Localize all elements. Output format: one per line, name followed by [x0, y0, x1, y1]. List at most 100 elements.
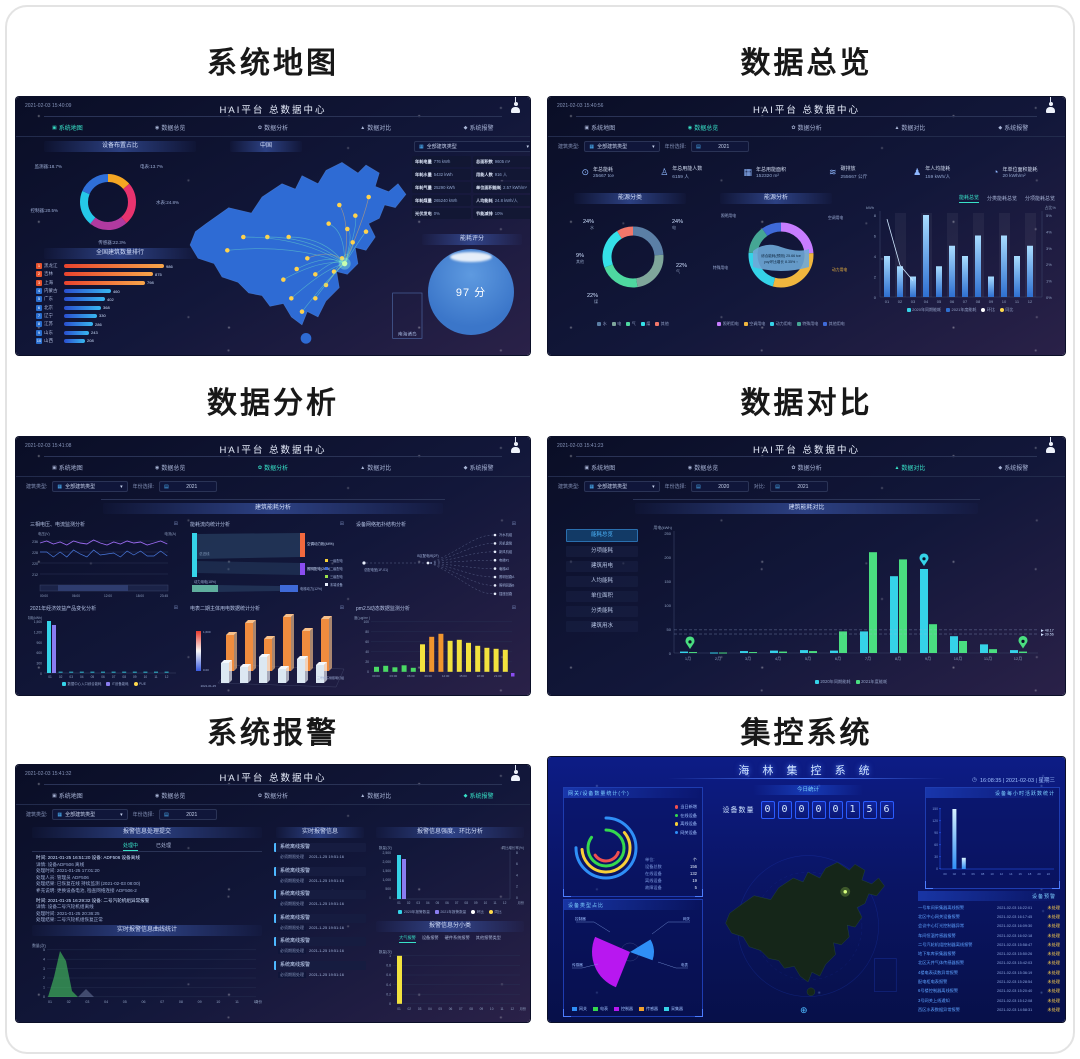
tab-数据分析[interactable]: ✿ 数据分析 — [222, 460, 325, 477]
alarm-item[interactable]: 系统离线报警 必须期限处理 2021-1-25 19:51:16 — [274, 890, 366, 907]
cat-tab-其他报警类型[interactable]: 其他报警类型 — [475, 935, 501, 940]
svg-text:电表: 电表 — [681, 962, 689, 967]
alarm-tab-处理中[interactable]: 处理中 — [122, 843, 138, 851]
expand-icon[interactable]: ⊞ — [511, 521, 516, 527]
tab-label: 数据总览 — [694, 466, 719, 472]
table-row[interactable]: 车间恒温传感器报警 2021-02-03 16:02:18 未处理 — [918, 931, 1060, 940]
svg-text:8: 8 — [516, 851, 518, 855]
alarm-item[interactable]: 系统离线报警 必须期限处理 2021-1-25 19:51:16 — [274, 866, 366, 884]
menu-item-建筑用水[interactable]: 建筑用水 — [566, 621, 638, 632]
tab-数据对比[interactable]: ▲ 数据对比 — [324, 120, 427, 135]
table-row[interactable]: 地下车库采集器报警 2021-02-03 15:50:26 未处理 — [918, 949, 1060, 958]
tab-数据对比[interactable]: ▲ 数据对比 — [324, 788, 427, 803]
tab-数据总览[interactable]: ◉ 数据总览 — [651, 460, 754, 475]
device-status: 未处理 — [1047, 951, 1060, 957]
subtab-能耗总览[interactable]: 能耗总览 — [958, 195, 979, 203]
building-type-select[interactable]: ▦ 全部建筑类型 ▾ — [52, 481, 128, 492]
log-line: 处理结果: 已恢复在线 持续监测 (2021-02-03 08:00) — [36, 881, 141, 887]
stat-row: 设备总数 156 — [645, 863, 697, 870]
table-row[interactable]: 西区水表数据异常报警 2021-02-03 14:58:31 未处理 — [918, 1005, 1060, 1014]
year-select[interactable]: ▤ 2021 — [691, 141, 749, 152]
tab-数据总览[interactable]: ◉ 数据总览 — [119, 788, 222, 803]
cat-tab-大气报警[interactable]: 大气报警 — [399, 935, 416, 943]
tab-系统报警[interactable]: ◆ 系统报警 — [427, 120, 530, 135]
expand-icon[interactable]: ⊞ — [173, 605, 178, 611]
tab-系统地图[interactable]: ▣ 系统地图 — [16, 120, 119, 137]
tab-系统地图[interactable]: ▣ 系统地图 — [16, 460, 119, 475]
tab-数据对比[interactable]: ▲ 数据对比 — [324, 460, 427, 475]
svg-text:费用(kWh): 费用(kWh) — [28, 615, 42, 620]
table-row[interactable]: 北区中心网关设备报警 2021-02-03 16:17:45 未处理 — [918, 912, 1060, 921]
score-value: 97 分 — [455, 287, 487, 299]
tab-数据分析[interactable]: ✿ 数据分析 — [222, 788, 325, 803]
building-type-select[interactable]: ▦ 全部建筑类型 ▾ — [414, 141, 530, 152]
year-select[interactable]: ▤ 2021 — [159, 481, 217, 492]
expand-icon[interactable]: ⊞ — [173, 521, 178, 527]
alarm-item[interactable]: 系统离线报警 必须期限处理 2021-1-25 19:51:16 — [274, 913, 366, 931]
building-type-select[interactable]: ▦ 全部建筑类型 ▾ — [584, 141, 660, 152]
svg-text:04: 04 — [924, 299, 929, 304]
expand-icon[interactable]: ⊞ — [339, 605, 344, 611]
table-row[interactable]: 4楼电表读数异常报警 2021-02-03 15:36:19 未处理 — [918, 968, 1060, 977]
table-row[interactable]: 二号汽轮机组控制器离线报警 2021-02-03 15:58:47 未处理 — [918, 940, 1060, 949]
legend-item: 环比 — [981, 307, 995, 313]
tab-系统地图[interactable]: ▣ 系统地图 — [16, 788, 119, 803]
menu-item-能耗总览[interactable]: 能耗总览 — [566, 529, 638, 542]
tab-数据对比[interactable]: ▲ 数据对比 — [858, 460, 961, 477]
table-row[interactable]: 配电柜电表报警 2021-02-03 15:28:54 未处理 — [918, 977, 1060, 986]
cat-tab-设备报警[interactable]: 设备报警 — [421, 935, 439, 940]
alarm-item[interactable]: 系统离线报警 必须期限处理 2021-1-25 19:51:16 — [274, 960, 366, 978]
legend-swatch — [106, 681, 111, 686]
tab-系统报警[interactable]: ◆ 系统报警 — [427, 460, 530, 475]
svg-text:2: 2 — [874, 275, 877, 280]
menu-item-建筑用电[interactable]: 建筑用电 — [566, 561, 638, 572]
alarm-item[interactable]: 系统离线报警 必须期限处理 2021-1-25 19:51:16 — [274, 937, 366, 954]
chart-title-text: 2021年经济效益产品变化分析 — [30, 606, 97, 612]
alarm-category-tabs: 大气报警 设备报警 硬件系统报警 其他报警类型 — [374, 935, 526, 943]
year-select[interactable]: ▤ 2020 — [691, 481, 749, 492]
tab-系统报警[interactable]: ◆ 系统报警 — [962, 120, 1065, 135]
tab-数据总览[interactable]: ◉ 数据总览 — [651, 120, 754, 137]
table-row[interactable]: 一号车间采集器离线报警 2021-02-03 16:22:01 未处理 — [918, 903, 1060, 912]
table-row[interactable]: 3号网关上线通知 2021-02-03 15:12:08 未处理 — [918, 996, 1060, 1005]
subtab-分类能耗总览[interactable]: 分类能耗总览 — [986, 196, 1017, 202]
menu-item-分类能耗[interactable]: 分类能耗 — [566, 606, 638, 617]
building-type-select[interactable]: ▦ 全部建筑类型 ▾ — [52, 809, 128, 820]
tab-数据分析[interactable]: ✿ 数据分析 — [222, 120, 325, 135]
tab-数据总览[interactable]: ◉ 数据总览 — [119, 460, 222, 475]
tab-数据分析[interactable]: ✿ 数据分析 — [755, 120, 858, 135]
kpi-value: 159 kWh/人 — [925, 174, 951, 180]
expand-icon[interactable]: ⊞ — [511, 605, 516, 611]
tab-系统报警[interactable]: ◆ 系统报警 — [962, 460, 1065, 475]
legend-swatch — [999, 307, 1004, 312]
table-row[interactable]: 北区天井气体传感器报警 2021-02-03 15:42:03 未处理 — [918, 959, 1060, 968]
menu-item-人均能耗[interactable]: 人均能耗 — [566, 576, 638, 587]
tab-数据总览[interactable]: ◉ 数据总览 — [119, 120, 222, 135]
tab-系统地图[interactable]: ▣ 系统地图 — [548, 120, 651, 135]
menu-item-单位面积[interactable]: 单位面积 — [566, 591, 638, 602]
tab-数据对比[interactable]: ▲ 数据对比 — [858, 120, 961, 135]
tab-系统地图[interactable]: ▣ 系统地图 — [548, 460, 651, 475]
legend-label: 在线设备 — [680, 812, 697, 818]
ranking-bar — [64, 272, 153, 277]
menu-item-分项能耗[interactable]: 分项能耗 — [566, 546, 638, 557]
building-type-select[interactable]: ▦ 全部建筑类型 ▾ — [584, 481, 660, 492]
log-line: 时间: 2021-01-25 16:29:32 设备: 二号汽轮机组异常报警 — [36, 897, 150, 903]
cat-tab-硬件系统报警[interactable]: 硬件系统报警 — [444, 935, 470, 940]
expand-icon[interactable]: ⊞ — [339, 521, 344, 527]
gateway-stat-list: 单位: 个设备总数 156 在线设备 132 离线设备 19 故障设备 5 — [645, 856, 697, 891]
stat-label: 故障设备 — [645, 885, 662, 890]
gateway-stats-box: 网关/设备数量统计(个) 当日新增 在线设备 离线设备 网关设备 单位: 个设备总数 156 在… — [563, 787, 703, 897]
subtab-分项能耗总览[interactable]: 分项能耗总览 — [1024, 196, 1055, 202]
tab-系统报警[interactable]: ◆ 系统报警 — [427, 788, 530, 805]
compare-year-select[interactable]: ▤ 2021 — [770, 481, 828, 492]
tab-数据分析[interactable]: ✿ 数据分析 — [755, 460, 858, 475]
table-row[interactable]: 6号楼控制器离线报警 2021-02-03 15:20:40 未处理 — [918, 987, 1060, 996]
alarm-tab-已处理[interactable]: 已处理 — [156, 843, 172, 849]
table-row[interactable]: 会议中心灯光控制器异常 2021-02-03 16:09:30 未处理 — [918, 922, 1060, 931]
deadline-label: 必须期限处理 — [278, 971, 306, 978]
svg-text:其他: 其他 — [576, 258, 584, 264]
alarm-item[interactable]: 系统离线报警 必须期限处理 2021-1-25 19:51:16 — [274, 843, 366, 860]
svg-text:03: 03 — [69, 675, 73, 679]
year-select[interactable]: ▤ 2021 — [159, 809, 217, 820]
